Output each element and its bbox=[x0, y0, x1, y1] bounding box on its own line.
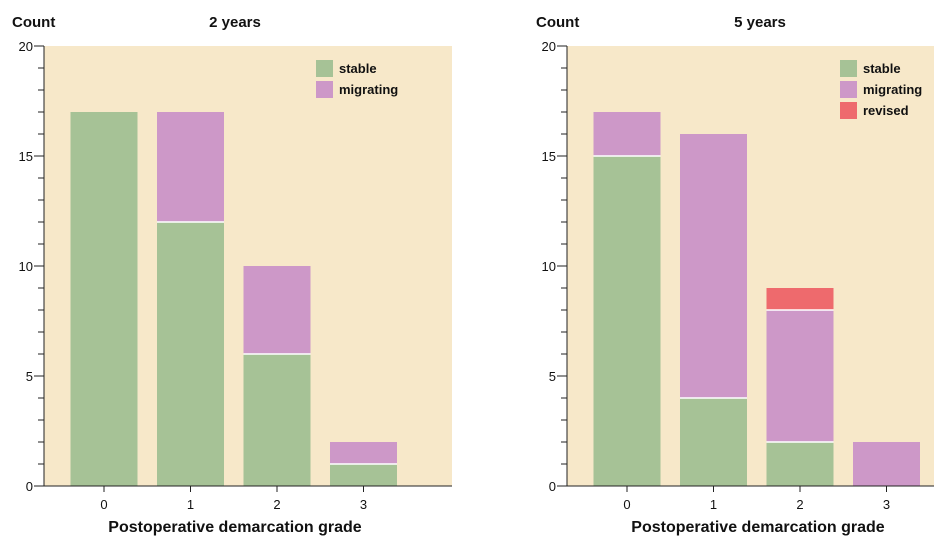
legend-label-stable: stable bbox=[339, 61, 377, 76]
y-axis-label: Count bbox=[536, 14, 579, 31]
x-tick-label: 2 bbox=[273, 497, 280, 512]
legend-label-revised: revised bbox=[863, 103, 909, 118]
bar-stable-grade-1 bbox=[680, 398, 747, 486]
panel-2-years: 0 1 2 3 0 5 10 15 20 Count 2 years Postoperative de… bbox=[12, 14, 452, 536]
bar-migrating-grade-0 bbox=[593, 112, 661, 156]
y-tick-label: 0 bbox=[549, 479, 556, 494]
bar-migrating-grade-1 bbox=[680, 134, 747, 398]
y-tick-label: 0 bbox=[26, 479, 33, 494]
y-tick-label: 20 bbox=[19, 39, 33, 54]
x-axis-label: Postoperative demarcation grade bbox=[108, 519, 362, 536]
chart-title: 5 years bbox=[734, 14, 786, 31]
x-axis-label: Postoperative demarcation grade bbox=[631, 519, 885, 536]
y-tick-label: 20 bbox=[542, 39, 556, 54]
legend-label-migrating: migrating bbox=[339, 82, 398, 97]
x-tick-label: 3 bbox=[883, 497, 890, 512]
x-tick-label: 0 bbox=[623, 497, 630, 512]
bar-migrating-grade-1 bbox=[157, 112, 224, 222]
y-axis-label: Count bbox=[12, 14, 55, 31]
legend-label-migrating: migrating bbox=[863, 82, 922, 97]
bar-migrating-grade-3 bbox=[330, 442, 397, 464]
x-tick-label: 0 bbox=[100, 497, 107, 512]
legend-swatch-migrating bbox=[316, 81, 333, 98]
bar-revised-grade-2 bbox=[766, 288, 834, 310]
bar-migrating-grade-3 bbox=[853, 442, 920, 486]
legend-swatch-migrating bbox=[840, 81, 857, 98]
x-tick-label: 1 bbox=[187, 497, 194, 512]
legend-label-stable: stable bbox=[863, 61, 901, 76]
bar-stable-grade-3 bbox=[330, 464, 397, 486]
y-tick-label: 15 bbox=[19, 149, 33, 164]
panel-5-years: 0 1 2 3 0 5 10 15 20 Count 5 years Postoperative de… bbox=[536, 14, 934, 536]
legend-swatch-stable bbox=[316, 60, 333, 77]
legend-swatch-stable bbox=[840, 60, 857, 77]
bar-migrating-grade-2 bbox=[766, 310, 834, 442]
y-tick-label: 10 bbox=[19, 259, 33, 274]
legend-swatch-revised bbox=[840, 102, 857, 119]
y-tick-label: 10 bbox=[542, 259, 556, 274]
bar-stable-grade-1 bbox=[157, 222, 224, 486]
bar-stable-grade-2 bbox=[243, 354, 311, 486]
bar-stable-grade-0 bbox=[70, 112, 138, 486]
y-tick-label: 5 bbox=[26, 369, 33, 384]
bar-stable-grade-2 bbox=[766, 442, 834, 486]
x-tick-label: 2 bbox=[796, 497, 803, 512]
bar-migrating-grade-2 bbox=[243, 266, 311, 354]
x-tick-label: 1 bbox=[710, 497, 717, 512]
bar-stable-grade-0 bbox=[593, 156, 661, 486]
y-tick-label: 5 bbox=[549, 369, 556, 384]
x-tick-label: 3 bbox=[360, 497, 367, 512]
chart-title: 2 years bbox=[209, 14, 261, 31]
y-tick-label: 15 bbox=[542, 149, 556, 164]
